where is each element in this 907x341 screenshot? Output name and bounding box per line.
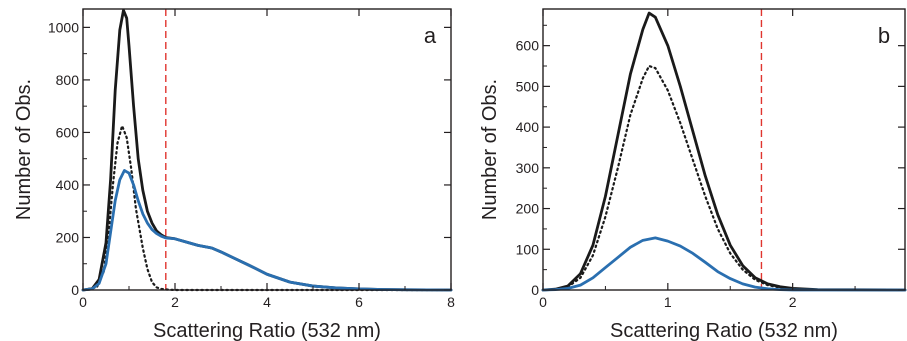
y-tick-label: 0 — [531, 282, 539, 298]
y-tick-label: 200 — [516, 201, 540, 217]
x-tick-label: 2 — [171, 294, 179, 310]
blue-solid-series-line — [81, 169, 453, 292]
y-tick-label: 500 — [516, 78, 540, 94]
panel-label: b — [878, 23, 890, 48]
panel-a-chart: 0 2 4 6 8 0 200 400 600 800 1000 Scattering Ratio (… — [13, 8, 455, 341]
black-solid-series-line — [81, 8, 453, 292]
y-tick-label: 100 — [516, 241, 540, 257]
plot-frame — [542, 8, 906, 291]
x-tick-label: 0 — [79, 294, 87, 310]
panel-label: a — [424, 23, 437, 48]
x-tick-label: 2 — [789, 294, 797, 310]
black-solid-series-line — [541, 11, 907, 292]
y-axis-title: Number of Obs. — [479, 79, 501, 220]
x-tick-label: 6 — [355, 294, 363, 310]
x-tick-label: 4 — [263, 294, 271, 310]
y-tick-label: 300 — [516, 160, 540, 176]
x-tick-label: 8 — [447, 294, 455, 310]
y-tick-label: 600 — [516, 38, 540, 54]
x-tick-label: 1 — [664, 294, 672, 310]
y-axis-title: Number of Obs. — [13, 79, 35, 220]
y-tick-label: 400 — [56, 177, 80, 193]
x-tick-label: 0 — [539, 294, 547, 310]
black-dotted-series-line — [81, 124, 453, 292]
y-tick-label: 1000 — [48, 19, 79, 35]
panel-b-chart: 0 1 2 0 100 200 300 400 500 600 Scattering Ratio (… — [479, 8, 907, 341]
y-tick-label: 800 — [56, 72, 80, 88]
y-tick-label: 600 — [56, 124, 80, 140]
y-tick-label: 0 — [71, 282, 79, 298]
blue-solid-series-line — [541, 236, 907, 292]
y-tick-label: 200 — [56, 229, 80, 245]
x-axis-title: Scattering Ratio (532 nm) — [610, 320, 838, 341]
x-axis-title: Scattering Ratio (532 nm) — [153, 320, 381, 341]
y-tick-label: 400 — [516, 119, 540, 135]
black-dotted-series-line — [541, 64, 907, 292]
